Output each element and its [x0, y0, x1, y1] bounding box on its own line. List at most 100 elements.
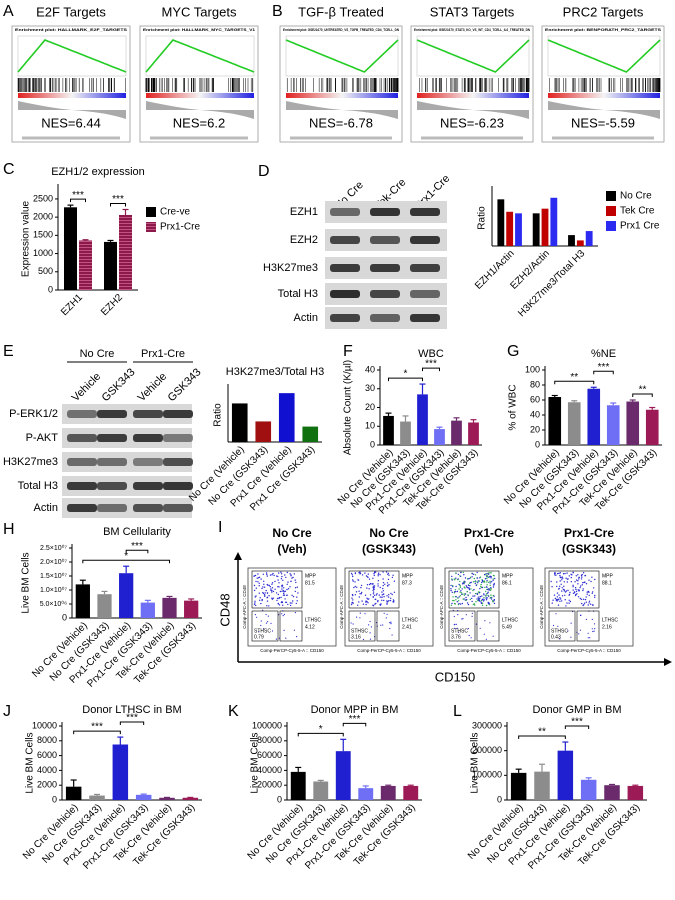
flow-event	[490, 572, 492, 574]
y-axis-label: Live BM Cells	[250, 732, 261, 793]
gsea-curve-area	[17, 35, 127, 77]
flow-event	[482, 602, 484, 604]
flow-event	[284, 590, 287, 592]
flow-event	[357, 604, 359, 606]
flow-event	[282, 604, 284, 606]
sig-bracket	[110, 202, 126, 207]
y-tick-label: 80	[530, 379, 540, 389]
blot-band	[410, 264, 440, 272]
flow-event	[486, 573, 488, 575]
flow-event	[283, 587, 285, 589]
flow-event	[383, 612, 385, 614]
flow-event	[372, 589, 374, 591]
flow-event	[292, 600, 294, 602]
flow-event	[485, 586, 488, 588]
sig-label: **	[570, 372, 578, 383]
flow-event	[591, 618, 593, 621]
sig-label: ***	[598, 362, 610, 373]
sig-label: ***	[349, 714, 361, 725]
flow-event	[273, 574, 275, 577]
flow-event	[262, 573, 264, 575]
flow-event	[289, 586, 291, 588]
sig-label: **	[538, 727, 546, 738]
flow-event	[452, 599, 454, 602]
sig-bracket	[632, 393, 653, 397]
flow-event	[468, 582, 471, 584]
flow-event	[594, 594, 596, 597]
flow-param: Comp-APC-A :: CD48	[439, 585, 444, 629]
flow-event	[455, 599, 457, 601]
flow-event	[488, 589, 490, 591]
flow-event	[553, 594, 556, 596]
flow-event	[475, 584, 477, 587]
y-axis-label: % of WBC	[508, 384, 519, 430]
flow-event	[487, 594, 489, 596]
flow-event	[280, 571, 282, 573]
gate-sthsc	[348, 610, 376, 642]
flow-event	[486, 592, 489, 594]
flow-event	[463, 574, 465, 576]
flow-event	[366, 576, 369, 578]
flow-event	[452, 596, 454, 598]
flow-event	[391, 576, 394, 579]
group-label: Prx1-Cre	[141, 348, 185, 360]
flow-event	[592, 604, 594, 606]
flow-event	[558, 572, 560, 574]
flow-event	[487, 572, 489, 574]
flow-event	[559, 574, 561, 577]
panel-label: D	[258, 163, 270, 180]
flow-event	[580, 585, 582, 587]
flow-event	[570, 622, 572, 624]
blot-band	[330, 314, 360, 322]
sig-bracket	[119, 721, 145, 725]
panel-label: I	[218, 519, 222, 536]
flow-event	[258, 585, 260, 587]
flow-event	[485, 597, 487, 599]
flow-event	[390, 621, 392, 623]
flow-event	[377, 573, 379, 575]
flow-event	[457, 597, 459, 599]
flow-event	[385, 617, 387, 619]
sig-label: ***	[91, 722, 103, 733]
flow-event	[265, 572, 268, 574]
blot-band	[410, 314, 440, 322]
sig-label: ***	[112, 194, 124, 205]
gsea-plot-title: Enrichment plot: HALLMARK_MYC_TARGETS_V1	[143, 27, 256, 32]
flow-event	[351, 593, 354, 596]
flow-event	[467, 578, 469, 580]
flow-event	[561, 595, 564, 597]
gsea-frame	[11, 25, 131, 143]
flow-event	[263, 586, 266, 588]
flow-event	[586, 593, 588, 595]
gsea-curve	[416, 39, 530, 73]
flow-event	[256, 577, 258, 579]
blot-band	[370, 264, 400, 272]
blot-band	[97, 482, 127, 490]
flow-event	[377, 601, 379, 603]
flow-event	[471, 615, 473, 618]
legend-label: Prx1 Cre	[620, 221, 660, 232]
flow-event	[560, 598, 562, 600]
flow-event	[577, 596, 580, 598]
flow-event	[471, 573, 473, 575]
flow-event	[364, 572, 366, 574]
flow-event	[263, 583, 265, 585]
flow-event	[585, 583, 588, 585]
flow-event	[291, 594, 293, 596]
row-label: P-ERK1/2	[9, 408, 58, 420]
bar	[313, 781, 329, 800]
blot-band	[370, 290, 400, 298]
flow-event	[559, 638, 561, 640]
gate-mpp	[251, 570, 303, 609]
flow-event	[281, 613, 283, 615]
flow-event	[374, 598, 376, 600]
y-tick-label: 20000	[257, 780, 282, 790]
flow-event	[458, 596, 460, 598]
flow-event	[377, 599, 379, 602]
flow-event	[455, 596, 457, 598]
y-tick-label: 2500	[33, 193, 53, 203]
flow-event	[353, 586, 355, 589]
y-tick-label: 40	[530, 409, 540, 419]
flow-event	[368, 624, 370, 626]
flow-event	[261, 587, 263, 590]
